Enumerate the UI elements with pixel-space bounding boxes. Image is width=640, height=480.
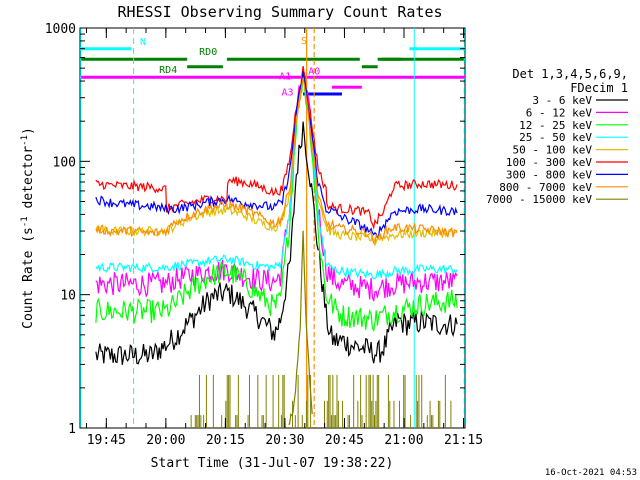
state-bar-label: N [140,37,146,48]
y-axis-label-main: Count Rate (s [21,227,36,329]
series-7 [95,77,458,247]
series-1 [95,71,458,302]
y-tick-label: 100 [53,155,76,170]
x-axis-label: Start Time (31-Jul-07 19:38:22) [151,456,394,471]
legend-label: 800 - 7000 keV [499,181,592,194]
state-bar-label: RD4 [159,65,177,76]
attenuator-label: A1 [279,72,291,83]
legend-label: 6 - 12 keV [526,106,593,119]
x-tick-label: 20:15 [206,433,245,448]
series-line [95,121,458,365]
timestamp: 16-Oct-2021 04:53 [545,468,637,478]
series-0 [95,121,458,365]
series-line [95,72,458,280]
y-axis-label-mid: detector [21,146,36,217]
state-bar-label: RD0 [199,47,217,58]
state-bars: N RD0 RD4 [80,37,465,96]
series-2 [95,73,458,333]
legend-label: 7000 - 15000 keV [486,193,592,206]
S-label: S [301,36,307,47]
reference-lines [80,28,465,428]
x-tick-label: 20:00 [146,433,185,448]
x-tick-label: 21:00 [384,433,423,448]
y-axis-label: Count Rate (s-1 detector-1) [20,127,36,329]
series-line [95,77,458,247]
series-line [288,230,313,425]
series-layer [95,66,458,428]
series-line [95,73,458,333]
series-5 [95,66,458,230]
plot-frame [79,27,466,429]
legend-label: 300 - 800 keV [506,168,592,181]
x-tick-label: 21:15 [444,433,483,448]
legend-header-2: FDecim 1 [570,81,628,95]
chart-title: RHESSI Observing Summary Count Rates [117,3,442,21]
x-axis: 19:45 20:00 20:15 20:30 20:45 21:00 21:15 [85,28,483,448]
series-3 [95,72,458,280]
x-tick-label: 19:45 [87,433,126,448]
y-axis: 1 10 100 1000 [45,22,465,437]
series-line [95,71,458,239]
legend-label: 25 - 50 keV [519,131,592,144]
y-axis-label-sup2: -1 [20,135,30,146]
legend-label: 50 - 100 keV [513,144,593,157]
attenuator-label: A0 [308,67,320,78]
y-tick-label: 10 [60,289,76,304]
x-tick-label: 20:30 [265,433,304,448]
annotations: A1 A3 A0 S [279,36,320,98]
y-tick-label: 1 [68,422,76,437]
x-tick-label: 20:45 [325,433,364,448]
series-4 [95,66,458,244]
series-6 [95,71,458,239]
legend-header-1: Det 1,3,4,5,6,9, [512,67,628,81]
y-tick-label: 1000 [45,22,76,37]
legend-label: 100 - 300 keV [506,156,592,169]
legend-label: 12 - 25 keV [519,119,592,132]
legend-label: 3 - 6 keV [532,94,592,107]
plot-area: N RD0 RD4 A1 A3 A0 S 1 10 100 1000 19:45 20:00 20:… [45,22,483,448]
y-axis-label-end: ) [21,127,36,135]
y-axis-label-sup1: -1 [20,216,30,227]
attenuator-label: A3 [282,87,294,98]
series-line [95,66,458,244]
series-8 [190,230,455,428]
series-line [95,66,458,230]
series-line [95,71,458,302]
